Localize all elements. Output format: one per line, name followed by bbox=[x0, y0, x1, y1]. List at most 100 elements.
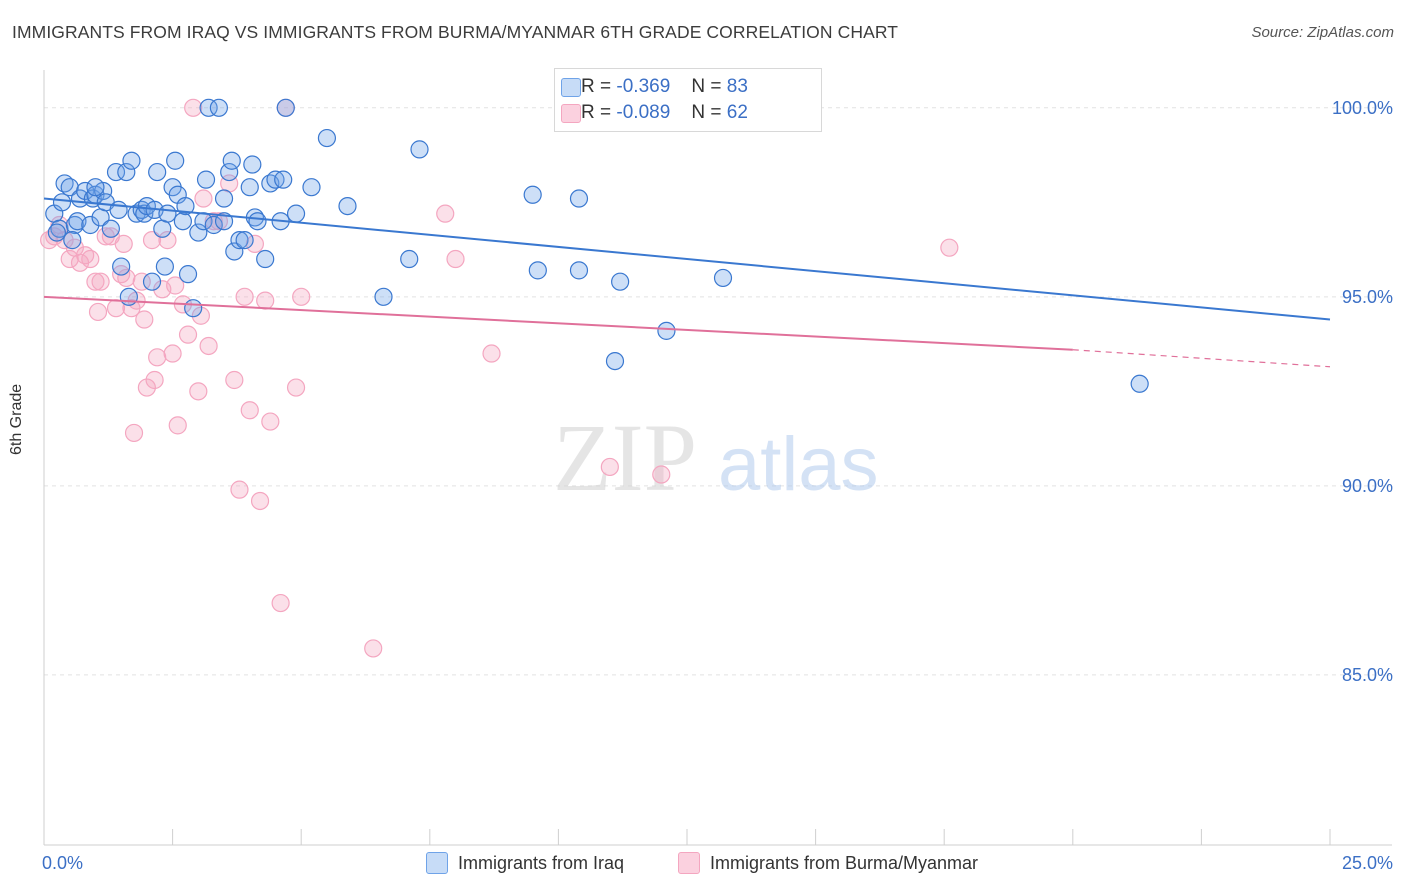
burma-point bbox=[482, 344, 501, 363]
iraq-point bbox=[374, 287, 393, 306]
legend-label-burma: Immigrants from Burma/Myanmar bbox=[710, 852, 979, 873]
burma-point bbox=[235, 287, 254, 306]
tick-labels: 100.0% 95.0% 90.0% 85.0% 0.0% 25.0% bbox=[42, 98, 1393, 873]
iraq-point bbox=[122, 151, 141, 170]
legend-r-value-burma: -0.089 bbox=[616, 102, 671, 123]
iraq-point bbox=[86, 178, 105, 197]
y-tick-label: 100.0% bbox=[1332, 98, 1393, 118]
iraq-point bbox=[605, 351, 625, 371]
iraq-point bbox=[109, 200, 128, 219]
burma-point bbox=[132, 272, 151, 291]
burma-point bbox=[117, 268, 136, 288]
burma-point bbox=[600, 457, 619, 477]
burma-point bbox=[148, 348, 167, 367]
y-tick-label: 85.0% bbox=[1342, 665, 1393, 685]
burma-point bbox=[142, 231, 162, 250]
iraq-point bbox=[81, 215, 100, 235]
burma-point bbox=[364, 639, 383, 658]
iraq-point bbox=[189, 223, 208, 242]
iraq-point bbox=[214, 189, 234, 208]
iraq-point bbox=[106, 162, 126, 182]
legend-r-label: R = bbox=[581, 76, 612, 97]
iraq-point bbox=[302, 178, 321, 197]
burma-point bbox=[292, 287, 311, 306]
legend-swatch-burma bbox=[678, 852, 700, 874]
iraq-point bbox=[528, 261, 547, 280]
burma-point bbox=[240, 401, 259, 420]
y-tick-label: 90.0% bbox=[1342, 476, 1393, 496]
series-legend: Immigrants from Iraq Immigrants from Bur… bbox=[0, 852, 1406, 876]
iraq-point bbox=[214, 212, 234, 231]
burma-point bbox=[124, 423, 144, 443]
burma-point bbox=[55, 231, 74, 250]
iraq-point bbox=[240, 178, 259, 197]
iraq-point bbox=[176, 196, 195, 216]
legend-n-value-iraq: 83 bbox=[726, 76, 748, 97]
legend-row-iraq: R = -0.369 N = 83 bbox=[561, 74, 748, 100]
iraq-point bbox=[248, 212, 267, 231]
iraq-point bbox=[657, 321, 676, 340]
legend-label-iraq: Immigrants from Iraq bbox=[458, 852, 625, 873]
iraq-point bbox=[173, 212, 192, 231]
iraq-point bbox=[60, 178, 79, 197]
burma-point bbox=[245, 234, 265, 254]
iraq-point bbox=[52, 193, 72, 212]
burma-point bbox=[652, 465, 671, 484]
x-tick-label: 25.0% bbox=[1342, 853, 1393, 873]
burma-point bbox=[250, 491, 270, 511]
legend-swatch-burma bbox=[561, 104, 581, 123]
iraq-point bbox=[166, 151, 185, 170]
iraq-point bbox=[63, 231, 82, 250]
burma-trend-line bbox=[43, 295, 1073, 351]
burma-point bbox=[225, 370, 244, 390]
iraq-point bbox=[209, 98, 228, 117]
burma-point bbox=[145, 370, 164, 390]
iraq-point bbox=[117, 162, 136, 182]
legend-r-value-iraq: -0.369 bbox=[616, 76, 671, 97]
x-tick-label: 0.0% bbox=[42, 853, 83, 873]
iraq-point bbox=[220, 162, 239, 182]
legend-n-value-burma: 62 bbox=[726, 102, 748, 123]
iraq-point bbox=[523, 185, 542, 204]
legend-n-label: N = bbox=[691, 102, 722, 123]
burma-point bbox=[114, 234, 133, 254]
chart-title: IMMIGRANTS FROM IRAQ VS IMMIGRANTS FROM … bbox=[12, 22, 899, 42]
iraq-point bbox=[286, 204, 306, 223]
legend-swatch-iraq bbox=[561, 78, 581, 97]
iraq-point bbox=[611, 272, 630, 291]
iraq-point bbox=[178, 265, 198, 284]
burma-point bbox=[230, 480, 249, 499]
iraq-point bbox=[1130, 374, 1149, 393]
y-tick-label: 95.0% bbox=[1342, 287, 1393, 307]
burma-point bbox=[91, 272, 110, 291]
burma-point bbox=[135, 310, 154, 329]
legend-r-label: R = bbox=[581, 102, 612, 123]
iraq-trend-line bbox=[43, 197, 1331, 321]
trend-lines bbox=[43, 197, 1331, 368]
legend-item-burma[interactable]: Immigrants from Burma/Myanmar bbox=[678, 852, 978, 874]
burma-trend-extension bbox=[1072, 349, 1331, 368]
iraq-point bbox=[266, 170, 285, 189]
iraq-point bbox=[184, 299, 203, 318]
burma-point bbox=[86, 272, 105, 291]
iraq-point bbox=[199, 98, 218, 117]
iraq-point bbox=[274, 170, 293, 189]
burma-point bbox=[189, 382, 208, 401]
iraq-point bbox=[196, 170, 216, 189]
axes bbox=[43, 70, 1392, 846]
burma-point bbox=[940, 238, 959, 257]
legend-item-iraq[interactable]: Immigrants from Iraq bbox=[426, 852, 624, 874]
legend-n-label: N = bbox=[691, 76, 722, 97]
iraq-point bbox=[101, 219, 120, 238]
iraq-point bbox=[338, 196, 357, 216]
burma-point bbox=[88, 302, 108, 322]
burma-point bbox=[261, 412, 280, 431]
iraq-point bbox=[569, 189, 589, 208]
iraq-point bbox=[243, 155, 262, 174]
iraq-point bbox=[230, 231, 249, 250]
burma-point bbox=[163, 344, 182, 363]
burma-point bbox=[446, 249, 465, 269]
iraq-point bbox=[222, 151, 241, 170]
iraq-point bbox=[112, 257, 131, 276]
